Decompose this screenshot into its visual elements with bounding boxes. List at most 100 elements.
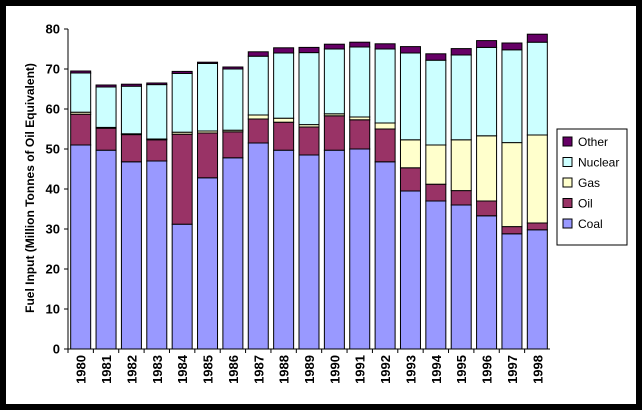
- bar-segment-other-1983: [146, 82, 168, 86]
- bars-group: [70, 33, 548, 350]
- x-tick-label-1983: 1983: [150, 355, 165, 384]
- bar-segment-other-1984: [171, 70, 193, 74]
- bar-segment-other-1987: [247, 51, 269, 57]
- bar-segment-coal-1980: [70, 144, 92, 350]
- bar-segment-coal-1986: [222, 157, 244, 350]
- bar-segment-gas-1988: [273, 117, 295, 123]
- bar-segment-oil-1996: [476, 200, 498, 217]
- x-tick-label-1986: 1986: [226, 355, 241, 384]
- x-tick-label-1985: 1985: [201, 355, 216, 384]
- bar-segment-oil-1984: [171, 133, 193, 225]
- bar-segment-oil-1998: [526, 222, 548, 231]
- x-tick-labels: 1980 1981 1982 1983 1984 1985 1986 1987 1988 1989…: [67, 349, 545, 384]
- y-tick-label-20: 20: [46, 262, 60, 277]
- x-tick-label-1980: 1980: [74, 355, 89, 384]
- bar-segment-oil-1997: [501, 226, 523, 235]
- bar-segment-gas-1998: [526, 134, 548, 224]
- bar-segment-other-1992: [374, 43, 396, 50]
- bar-segment-oil-1992: [374, 128, 396, 163]
- bar-segment-coal-1989: [298, 154, 320, 350]
- legend-label-coal: Coal: [578, 217, 603, 231]
- bar-segment-other-1981: [95, 84, 117, 88]
- bar-segment-other-1988: [273, 47, 295, 54]
- x-tick-label-1998: 1998: [530, 355, 545, 384]
- bar-segment-gas-1987: [247, 114, 269, 120]
- bar-segment-oil-1988: [273, 121, 295, 151]
- x-tick-label-1981: 1981: [99, 355, 114, 384]
- bar-segment-oil-1981: [95, 127, 117, 151]
- bar-segment-gas-1997: [501, 142, 523, 228]
- bar-segment-oil-1987: [247, 118, 269, 144]
- bar-segment-nuclear-1980: [70, 72, 92, 113]
- bar-segment-other-1982: [120, 83, 142, 87]
- y-tick-label-0: 0: [53, 342, 60, 357]
- bar-segment-oil-1989: [298, 126, 320, 156]
- bar-segment-other-1995: [450, 48, 472, 56]
- bar-segment-nuclear-1998: [526, 41, 548, 136]
- bar-segment-nuclear-1986: [222, 68, 244, 131]
- bar-segment-nuclear-1985: [197, 62, 219, 132]
- bar-segment-coal-1996: [476, 215, 498, 350]
- bar-segment-oil-1994: [425, 183, 447, 202]
- bar-segment-nuclear-1993: [399, 52, 421, 141]
- y-tick-label-60: 60: [46, 102, 60, 117]
- y-tick-label-80: 80: [46, 22, 60, 37]
- bar-segment-oil-1982: [120, 134, 142, 163]
- bar-segment-coal-1998: [526, 229, 548, 350]
- bar-segment-oil-1991: [349, 119, 371, 150]
- bar-segment-gas-1995: [450, 139, 472, 192]
- legend-label-nuclear: Nuclear: [578, 156, 619, 170]
- bar-segment-gas-1992: [374, 122, 396, 130]
- bar-segment-nuclear-1990: [323, 48, 345, 115]
- bar-segment-oil-1983: [146, 139, 168, 162]
- bar-segment-coal-1993: [399, 190, 421, 350]
- bar-segment-other-1989: [298, 46, 320, 54]
- legend: Other Nuclear Gas Oil Coal: [556, 128, 628, 246]
- bar-segment-coal-1997: [501, 233, 523, 350]
- bar-segment-coal-1994: [425, 200, 447, 350]
- bar-segment-gas-1993: [399, 139, 421, 169]
- y-axis-label: Fuel Input (Million Tonnes of Oil Equiva…: [23, 63, 37, 313]
- x-tick-label-1995: 1995: [454, 355, 469, 384]
- bar-segment-nuclear-1983: [146, 84, 168, 140]
- bar-segment-coal-1981: [95, 149, 117, 350]
- bar-segment-other-1996: [476, 40, 498, 48]
- bar-segment-nuclear-1988: [273, 52, 295, 119]
- bar-segment-nuclear-1982: [120, 85, 142, 135]
- x-tick-label-1987: 1987: [251, 355, 266, 384]
- legend-label-oil: Oil: [578, 197, 593, 211]
- bar-segment-other-1994: [425, 53, 447, 61]
- bar-segment-coal-1995: [450, 204, 472, 350]
- bar-segment-nuclear-1991: [349, 46, 371, 118]
- y-tick-labels: 0 10 20 30 40 50 60 70 80: [46, 22, 68, 357]
- x-tick-label-1989: 1989: [302, 355, 317, 384]
- x-tick-label-1984: 1984: [175, 354, 190, 384]
- legend-swatch-other: [562, 136, 573, 147]
- bar-segment-other-1990: [323, 43, 345, 50]
- bar-segment-coal-1987: [247, 142, 269, 350]
- bar-segment-nuclear-1992: [374, 48, 396, 124]
- bar-segment-nuclear-1984: [171, 72, 193, 133]
- bar-segment-gas-1996: [476, 135, 498, 202]
- bar-segment-oil-1990: [323, 115, 345, 151]
- x-tick-label-1988: 1988: [277, 355, 292, 384]
- bar-segment-coal-1990: [323, 149, 345, 350]
- y-tick-label-30: 30: [46, 222, 60, 237]
- y-tick-label-10: 10: [46, 302, 60, 317]
- y-tick-label-50: 50: [46, 142, 60, 157]
- bar-segment-nuclear-1994: [425, 59, 447, 146]
- x-tick-label-1992: 1992: [378, 355, 393, 384]
- y-tick-label-40: 40: [46, 182, 60, 197]
- bar-segment-nuclear-1997: [501, 49, 523, 144]
- legend-swatch-nuclear: [562, 157, 573, 167]
- bar-segment-nuclear-1995: [450, 54, 472, 141]
- bar-segment-oil-1985: [197, 132, 219, 179]
- x-tick-label-1994: 1994: [429, 354, 444, 384]
- legend-label-gas: Gas: [578, 176, 600, 190]
- bar-segment-other-1985: [197, 61, 219, 64]
- x-tick-label-1997: 1997: [505, 355, 520, 384]
- bar-segment-coal-1988: [273, 149, 295, 350]
- x-tick-label-1993: 1993: [404, 355, 419, 384]
